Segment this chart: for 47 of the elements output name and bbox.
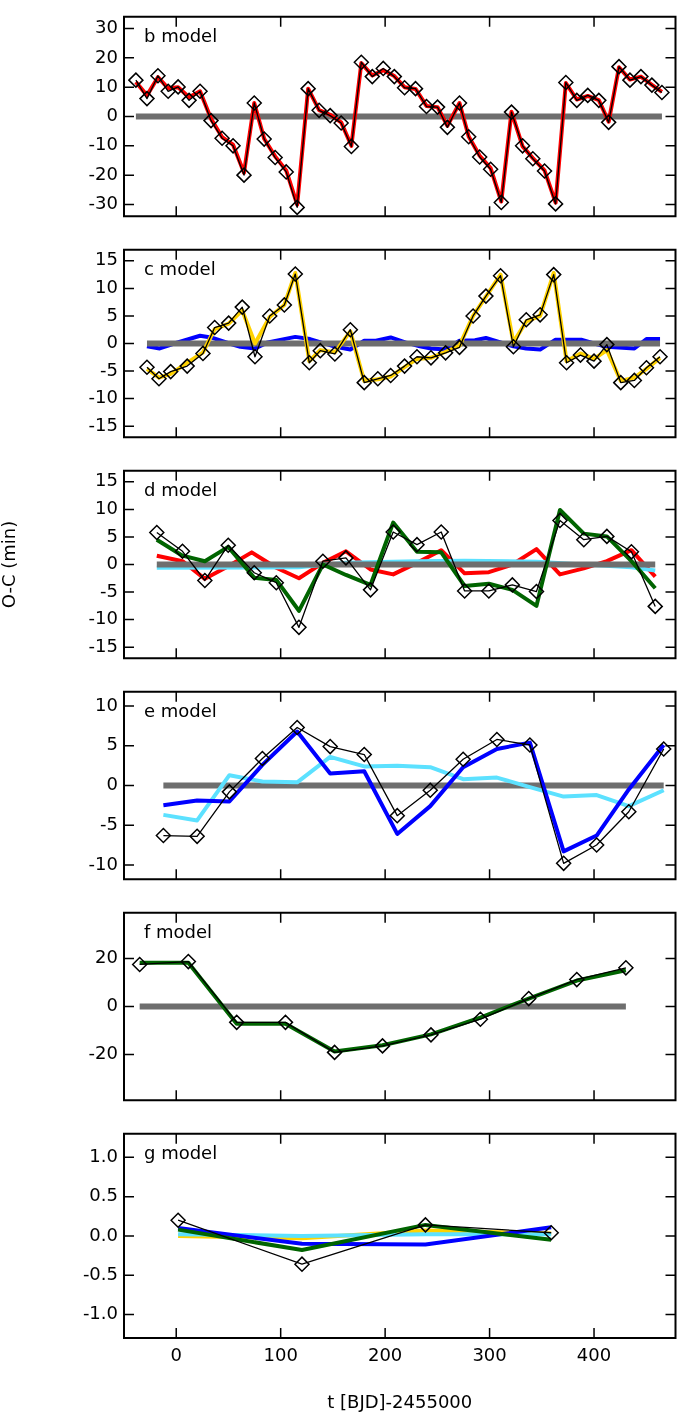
y-tick-label: 20 [95, 946, 118, 968]
y-tick-label: 0 [106, 994, 118, 1016]
x-tick-label: 400 [576, 1344, 612, 1366]
y-tick-label: 5 [106, 524, 118, 546]
y-tick-label: 5 [106, 733, 118, 755]
y-tick-label: 0 [106, 773, 118, 795]
y-tick-label: 10 [95, 497, 118, 519]
y-tick-label: -5 [100, 579, 118, 601]
y-tick-label: -5 [100, 812, 118, 834]
y-tick-label: 15 [95, 248, 118, 270]
text: c model [144, 258, 216, 280]
y-tick-label: 0.0 [89, 1223, 118, 1245]
y-tick-label: -5 [100, 358, 118, 380]
y-tick-label: 20 [95, 45, 118, 67]
y-tick-label: -10 [88, 386, 118, 408]
y-tick-label: 10 [95, 74, 118, 96]
x-tick-label: 100 [263, 1344, 298, 1366]
y-tick-label: -15 [88, 634, 118, 656]
y-tick-label: 10 [95, 693, 118, 715]
y-tick-label: 0 [106, 104, 118, 126]
text: b model [144, 25, 218, 47]
y-tick-label: 1.0 [89, 1145, 118, 1167]
y-tick-label: -15 [88, 413, 118, 435]
y-tick-label: -1.0 [82, 1302, 118, 1324]
text: e model [144, 700, 217, 722]
y-tick-label: 30 [95, 16, 118, 38]
y-tick-label: -20 [88, 1042, 118, 1064]
x-axis-title: t [BJD]-2455000 [327, 1390, 473, 1412]
text: f model [144, 921, 213, 943]
x-tick-label: 300 [472, 1344, 507, 1366]
y-tick-label: -10 [88, 607, 118, 629]
y-tick-label: 0 [106, 331, 118, 353]
y-tick-label: -10 [88, 133, 118, 155]
y-tick-label: 15 [95, 469, 118, 491]
y-tick-label: -0.5 [82, 1262, 118, 1284]
y-tick-label: 10 [95, 276, 118, 298]
text: d model [144, 479, 218, 501]
x-tick-label: 200 [367, 1344, 403, 1366]
y-tick-label: -20 [88, 162, 118, 184]
y-tick-label: -10 [88, 852, 118, 874]
text: g model [144, 1142, 218, 1164]
y-tick-label: 5 [106, 303, 118, 325]
y-tick-label: -30 [88, 192, 118, 214]
y-axis-title: O-C (min) [0, 520, 20, 609]
x-tick-label: 0 [170, 1344, 182, 1366]
y-tick-label: 0.5 [89, 1184, 118, 1206]
y-tick-label: 0 [106, 552, 118, 574]
